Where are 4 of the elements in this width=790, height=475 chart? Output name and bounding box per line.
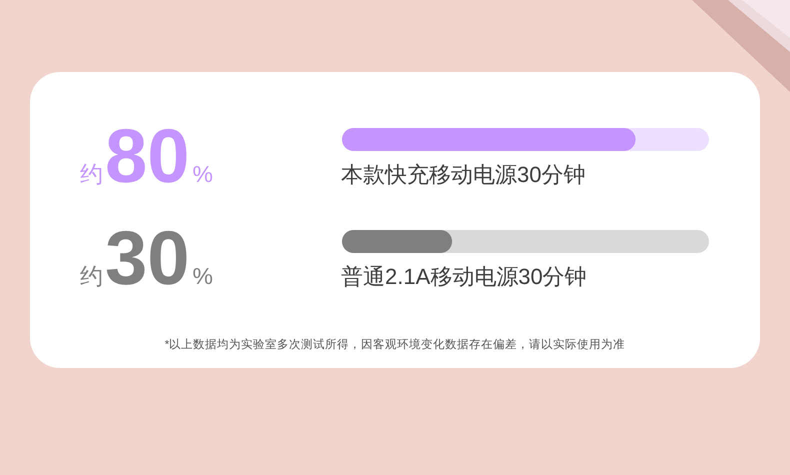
y-tick-label: 普通2.1A移动电源30分钟 bbox=[341, 264, 587, 289]
text: *以上数据均为实验室多次测试所得，因客观环境变化数据存在偏差，请以实际使用为准 bbox=[164, 337, 626, 351]
y-tick-label: 本款快充移动电源30分钟 bbox=[341, 162, 586, 187]
data-label: 约30% bbox=[80, 216, 213, 301]
